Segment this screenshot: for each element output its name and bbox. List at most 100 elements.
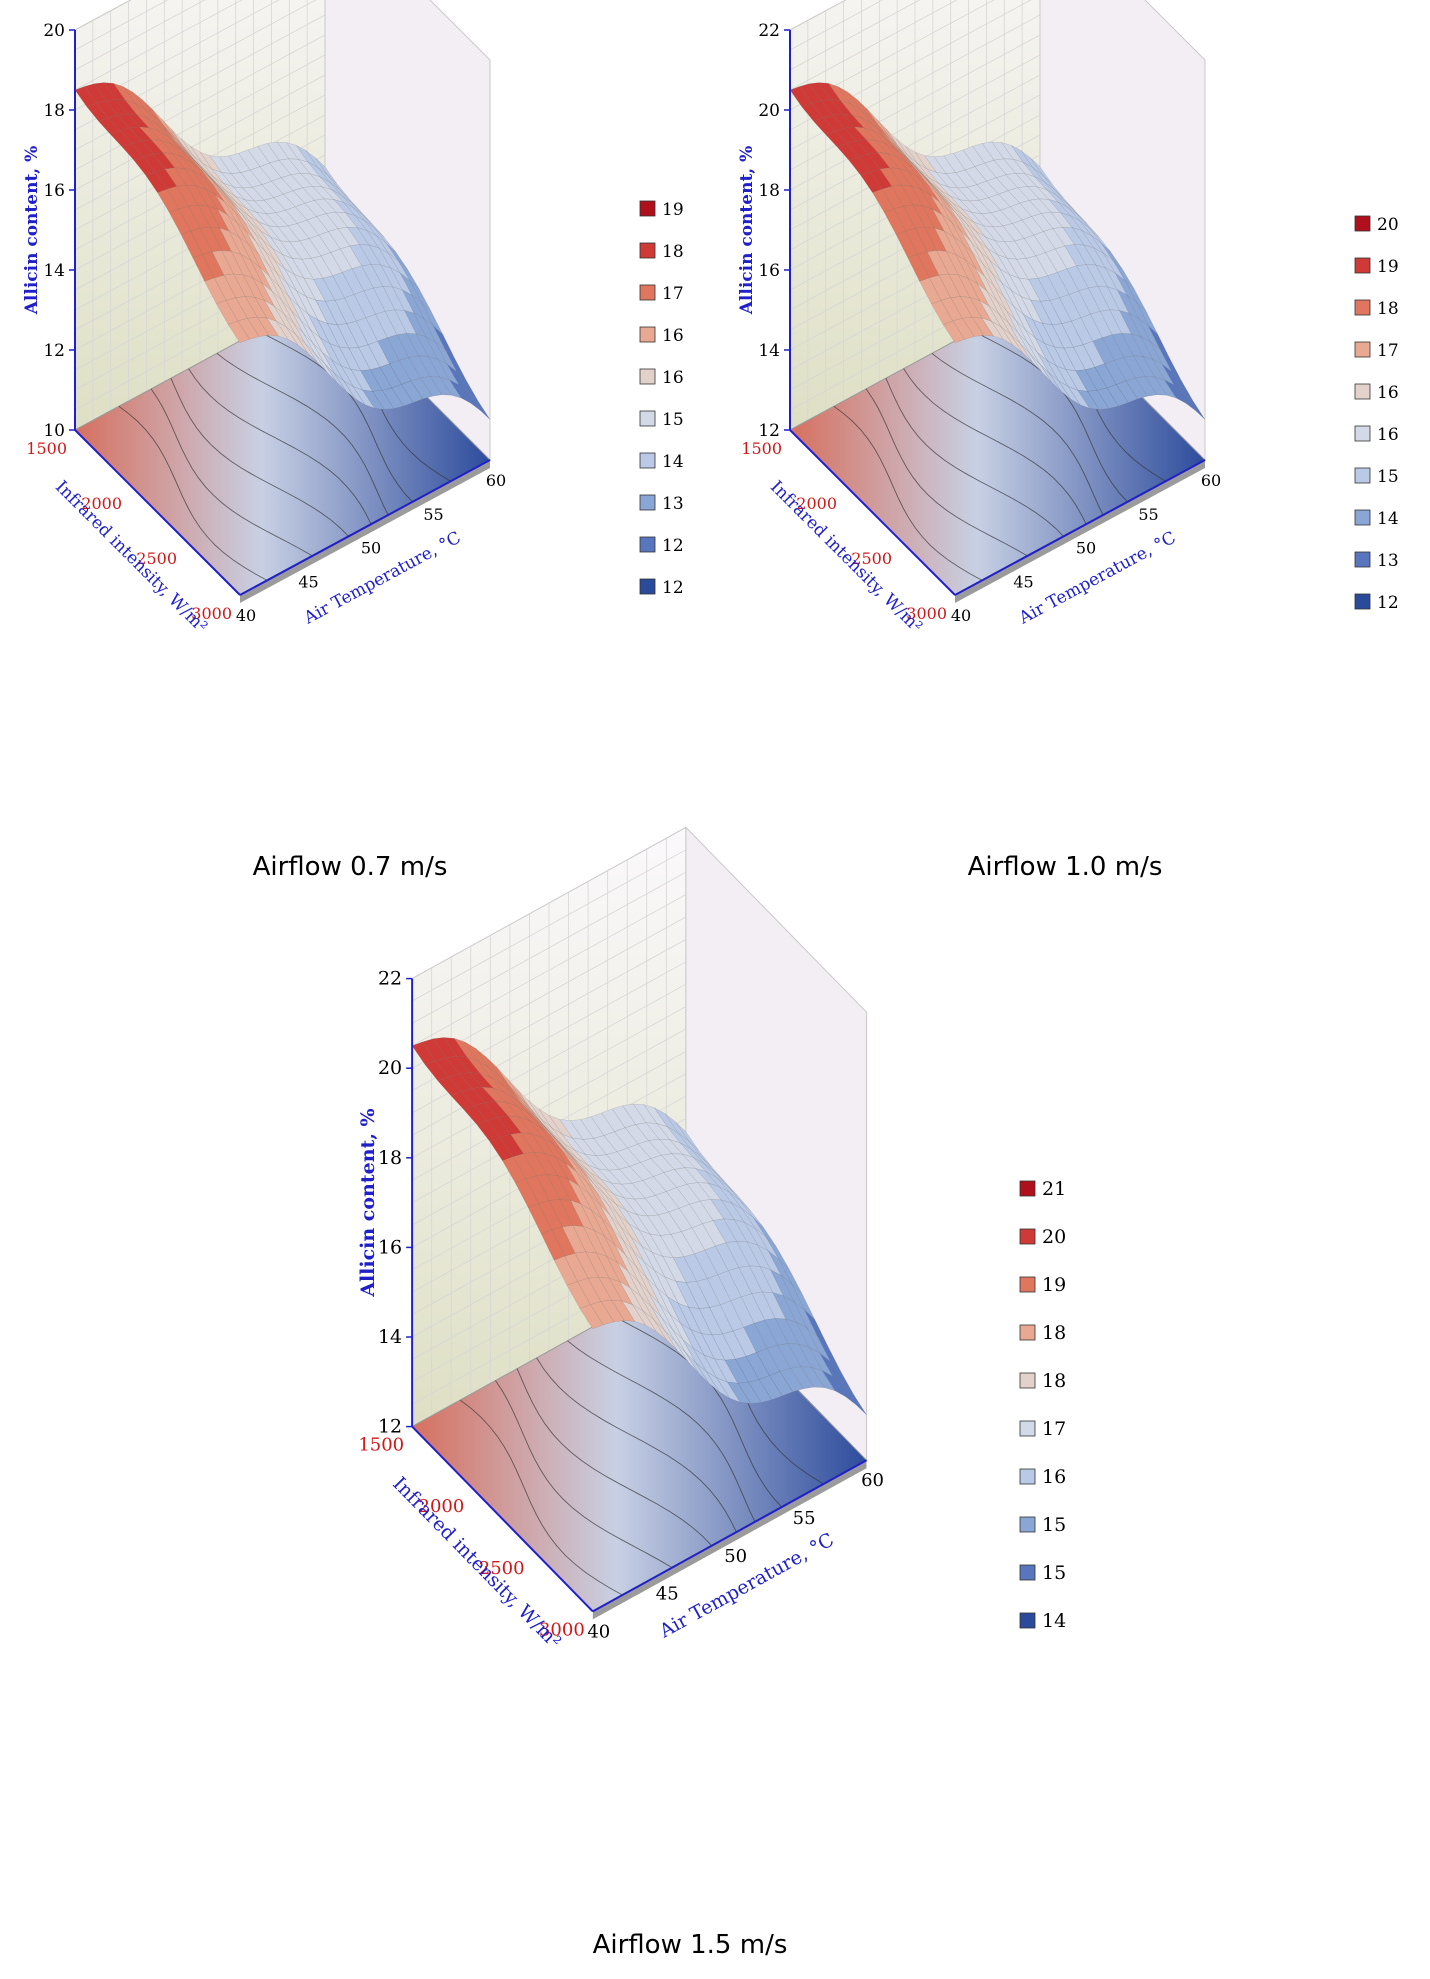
legend-swatch: [1019, 1564, 1036, 1581]
contour-line: [170, 378, 349, 537]
legend-label: 16: [1042, 1466, 1066, 1488]
x-tick-label: 40: [587, 1621, 610, 1642]
x-tick-label: 50: [361, 539, 381, 558]
z-tick-label: 20: [43, 21, 65, 41]
y-tick-label: 3000: [539, 1619, 585, 1640]
legend-label: 17: [662, 284, 684, 304]
legend-swatch: [639, 326, 656, 343]
x-tick-label: 40: [951, 606, 971, 625]
chart-panel-3: 12 14 16 18 20 22 Allicin content, % 1500 2000 25…: [330, 826, 1130, 1979]
legend-label: 12: [662, 536, 684, 556]
z-axis-label: Allicin content, %: [357, 1108, 379, 1297]
legend-swatch: [1354, 467, 1371, 484]
y-tick-label: 2500: [479, 1558, 525, 1579]
z-tick-label: 18: [758, 181, 780, 201]
legend-swatch: [1019, 1228, 1036, 1245]
surface-chart-1: 10 12 14 16 18 20 Allicin content, % 1500 2000 25…: [22, 0, 684, 637]
y-tick-label: 2000: [796, 494, 837, 513]
x-tick-label: 60: [861, 1470, 884, 1491]
legend-label: 13: [662, 494, 684, 514]
z-tick-label: 14: [758, 341, 780, 361]
x-axis-line: [239, 459, 491, 596]
z-tick-label: 20: [378, 1057, 402, 1079]
x-tick-label: 55: [423, 505, 443, 524]
legend-label: 21: [1042, 1178, 1066, 1200]
legend-swatch: [639, 536, 656, 553]
legend-label: 15: [1377, 467, 1399, 487]
legend-swatch: [1019, 1180, 1036, 1197]
legend-swatch: [1354, 299, 1371, 316]
legend-label: 18: [1377, 299, 1399, 319]
legend-label: 17: [1042, 1418, 1066, 1440]
legend-swatch: [639, 368, 656, 385]
x-axis-line: [592, 1459, 868, 1613]
contour-line: [865, 388, 1028, 557]
legend-swatch: [1354, 509, 1371, 526]
z-tick-label: 10: [43, 421, 65, 441]
contour-line: [612, 1315, 783, 1508]
x-tick-label: 45: [1013, 572, 1033, 591]
legend-swatch: [1354, 383, 1371, 400]
legend: 20 19 18 17 16 16 15 14 13 12: [1354, 215, 1399, 613]
contour-line: [973, 330, 1128, 503]
z-tick-label: 18: [378, 1147, 402, 1169]
x-tick-label: 60: [1201, 471, 1221, 490]
x-tick-label: 45: [298, 572, 318, 591]
legend-swatch: [1354, 341, 1371, 358]
legend-label: 16: [1377, 425, 1399, 445]
legend-swatch: [1019, 1612, 1036, 1629]
chart-panel-1: 10 12 14 16 18 20 Allicin content, % 1500 2000 25…: [0, 0, 715, 882]
floor-edge: [592, 1460, 867, 1620]
legend-label: 16: [662, 326, 684, 346]
legend-label: 15: [662, 410, 684, 430]
z-tick-label: 16: [758, 261, 780, 281]
legend-swatch: [639, 494, 656, 511]
y-tick-label: 2000: [419, 1496, 465, 1517]
contour-line: [516, 1368, 713, 1547]
legend-label: 18: [1042, 1370, 1066, 1392]
response-surface: [789, 82, 1206, 420]
legend-label: 17: [1377, 341, 1399, 361]
legend-label: 19: [1042, 1274, 1066, 1296]
y-tick-label: 1500: [741, 439, 782, 458]
legend-label: 12: [1377, 593, 1399, 613]
legend-swatch: [1354, 425, 1371, 442]
contour-line: [536, 1357, 737, 1533]
contour-line: [885, 378, 1064, 537]
legend-swatch: [1354, 593, 1371, 610]
legend-label: 19: [662, 200, 684, 220]
z-tick-label: 14: [378, 1326, 402, 1348]
legend-swatch: [1019, 1372, 1036, 1389]
contour-line: [495, 1380, 673, 1568]
chart-caption-2: Airflow 1.0 m/s: [967, 852, 1163, 882]
x-tick-label: 60: [486, 471, 506, 490]
x-tick-label: 45: [656, 1584, 679, 1605]
legend-label: 18: [1042, 1322, 1066, 1344]
y-tick-label: 1500: [358, 1435, 404, 1456]
legend-swatch: [1019, 1276, 1036, 1293]
contour-line: [931, 353, 1104, 516]
legend-swatch: [1019, 1420, 1036, 1437]
contour-line: [459, 1399, 623, 1596]
x-tick-label: 55: [1138, 505, 1158, 524]
contour-line: [216, 353, 389, 516]
legend-label: 19: [1377, 257, 1399, 277]
y-axis-line: [789, 429, 956, 596]
contour-line: [150, 388, 313, 557]
legend-swatch: [1354, 551, 1371, 568]
legend-label: 15: [1042, 1562, 1066, 1584]
contour-line: [188, 368, 372, 525]
legend-swatch: [639, 452, 656, 469]
chart-caption-1: Airflow 0.7 m/s: [252, 852, 448, 882]
legend-label: 18: [662, 242, 684, 262]
y-axis-line: [411, 1425, 594, 1613]
x-tick-label: 50: [724, 1546, 747, 1567]
legend-swatch: [1354, 257, 1371, 274]
floor-edge: [955, 460, 1205, 603]
z-tick-label: 12: [758, 421, 780, 441]
z-tick-label: 12: [378, 1416, 402, 1438]
legend: 19 18 17 16 16 15 14 13 12 12: [639, 200, 684, 598]
legend-label: 12: [662, 578, 684, 598]
legend-label: 15: [1042, 1514, 1066, 1536]
legend-swatch: [639, 578, 656, 595]
